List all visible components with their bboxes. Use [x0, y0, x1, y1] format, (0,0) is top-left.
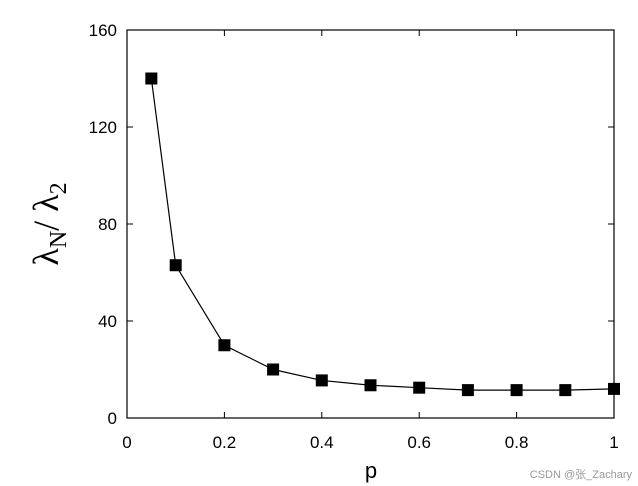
x-tick-label: 0.8 [505, 433, 529, 452]
point-marker [169, 259, 182, 272]
y-tick-label: 40 [98, 312, 117, 331]
point-marker [145, 72, 158, 85]
y-axis-label: λN/ λ2 [26, 182, 72, 265]
y-label-part: / λ [26, 194, 66, 231]
x-tick-label: 0.6 [407, 433, 431, 452]
point-marker [364, 379, 377, 392]
point-marker [267, 363, 280, 376]
plot-frame [126, 29, 615, 419]
y-label-part: 2 [46, 182, 72, 194]
x-tick-label: 1 [609, 433, 618, 452]
x-tick-label: 0.4 [310, 433, 334, 452]
x-tick-label: 0 [122, 433, 131, 452]
y-label-part: λ [26, 248, 66, 266]
point-marker [559, 384, 572, 397]
y-tick-label: 120 [89, 118, 117, 137]
y-tick-label: 0 [108, 409, 117, 428]
x-tick-label: 0.2 [213, 433, 237, 452]
point-marker [218, 339, 231, 352]
y-label-part: N [46, 231, 72, 248]
point-marker [413, 381, 426, 394]
point-marker [461, 384, 474, 397]
point-marker [315, 374, 328, 387]
watermark: CSDN @张_Zachary [530, 468, 633, 481]
y-tick-label: 80 [98, 215, 117, 234]
point-marker [608, 382, 620, 395]
x-axis-label: p [365, 458, 377, 483]
y-tick-label: 160 [89, 21, 117, 40]
point-marker [510, 384, 523, 397]
